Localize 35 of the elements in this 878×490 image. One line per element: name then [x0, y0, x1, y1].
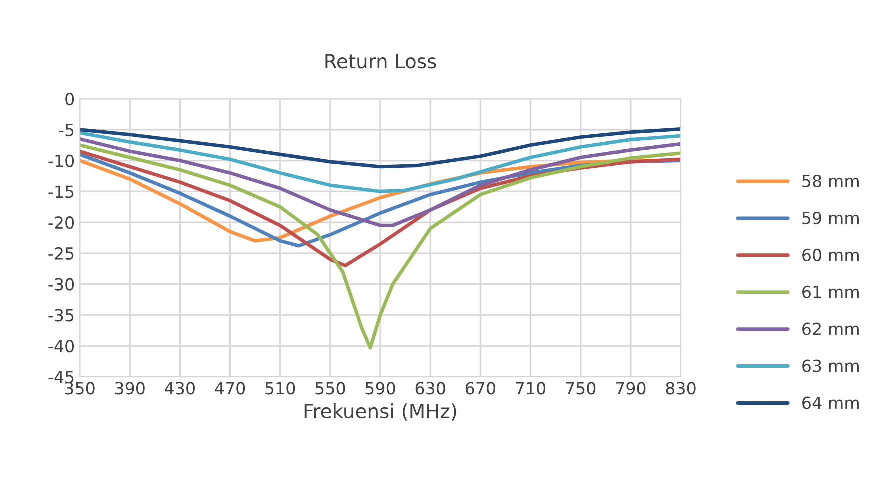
x-tick-label: 670: [466, 382, 496, 395]
x-tick-label: 550: [316, 382, 346, 395]
y-tick-label: 0: [66, 92, 74, 106]
legend-label: 58 mm: [802, 174, 859, 188]
legend-label: 62 mm: [802, 322, 859, 336]
x-tick-label: 350: [65, 382, 95, 395]
y-tick-label: -30: [48, 278, 74, 291]
x-tick-label: 790: [616, 382, 646, 395]
y-tick-label: -5: [59, 124, 74, 136]
y-tick-label: -20: [48, 216, 74, 230]
x-tick-label: 750: [566, 382, 596, 395]
y-tick-label: -10: [48, 154, 74, 168]
y-tick-label: -40: [48, 340, 74, 353]
legend-label: 64 mm: [802, 396, 859, 410]
x-tick-label: 630: [416, 382, 446, 395]
legend-label: 59 mm: [802, 212, 859, 225]
line-series: [80, 137, 681, 228]
x-tick-label: 390: [115, 382, 145, 395]
x-tick-label: 470: [215, 382, 246, 395]
x-tick-label: 430: [165, 382, 195, 395]
line-series: [80, 128, 681, 169]
x-axis-title: Frekuensi (MHz): [304, 404, 456, 421]
chart-title: Return Loss: [326, 54, 436, 69]
x-tick-label: 830: [666, 382, 696, 395]
legend-label: 63 mm: [802, 360, 859, 372]
y-tick-label: -25: [48, 247, 74, 260]
y-tick-label: -15: [48, 186, 74, 198]
line-series: [80, 144, 681, 350]
legend-label: 60 mm: [802, 248, 859, 262]
line-series: [80, 131, 681, 194]
legend-label: 61 mm: [802, 286, 859, 298]
x-tick-label: 590: [366, 382, 396, 395]
x-tick-label: 710: [516, 382, 546, 395]
y-tick-label: -35: [48, 309, 74, 322]
x-tick-label: 510: [266, 382, 296, 395]
